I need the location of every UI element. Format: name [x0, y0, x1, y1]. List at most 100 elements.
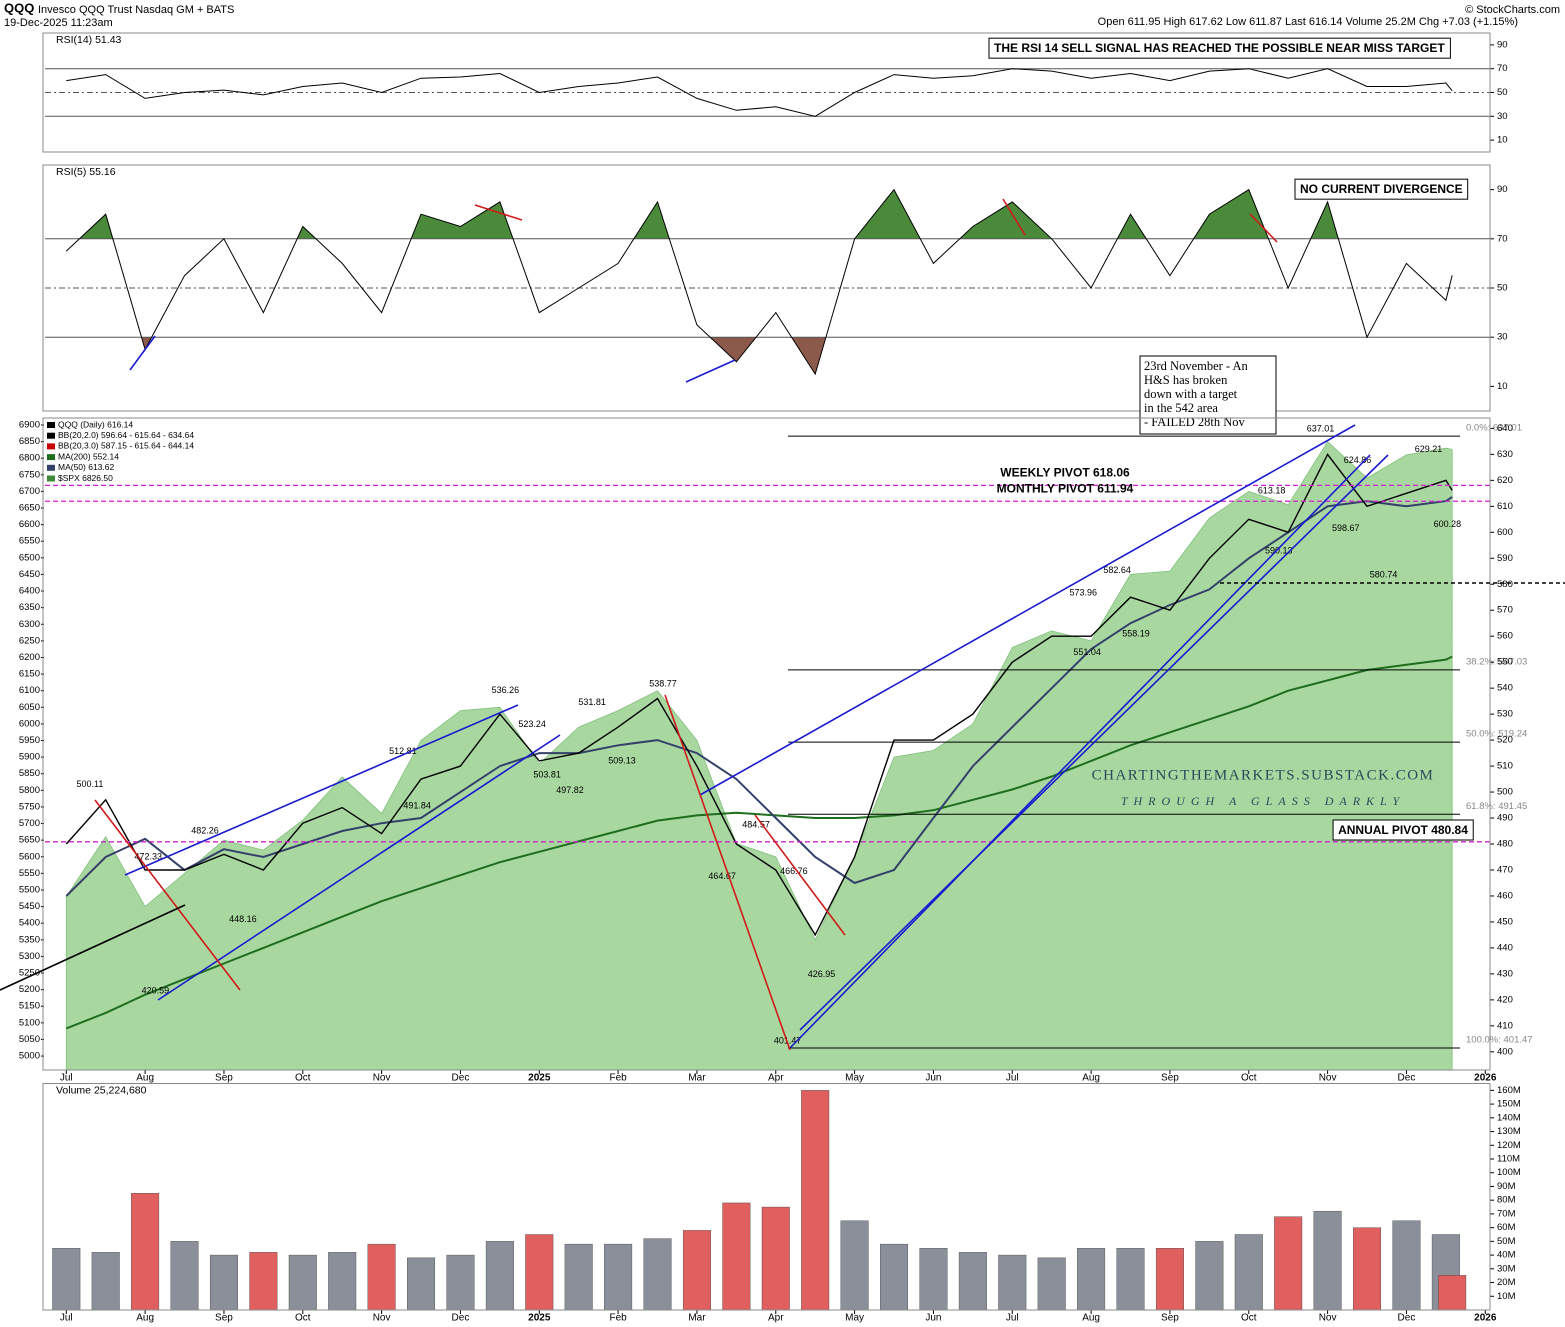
- legend-label: BB(20,2.0) 596.64 - 615.64 - 634.64: [58, 430, 194, 440]
- x-tick-label: Sep: [215, 1073, 233, 1084]
- x-tick-label: Aug: [136, 1073, 154, 1084]
- volume-bar: [1116, 1248, 1145, 1311]
- legend-label: MA(50) 613.62: [58, 462, 114, 472]
- y-tick-label: 30: [1497, 111, 1508, 122]
- price-label: 464.67: [708, 871, 736, 881]
- y-tick-label: 10M: [1497, 1291, 1516, 1302]
- y2-tick-label: 5350: [19, 934, 40, 945]
- annotation: THE RSI 14 SELL SIGNAL HAS REACHED THE P…: [994, 41, 1445, 55]
- legend-label: BB(20,3.0) 587.15 - 615.64 - 644.14: [58, 441, 194, 451]
- x-tick-label: Apr: [768, 1313, 784, 1324]
- price-label: 512.81: [389, 746, 417, 756]
- quote: Open 611.95 High 617.62 Low 611.87 Last …: [1098, 16, 1518, 28]
- y-tick-label: 410: [1497, 1020, 1513, 1031]
- volume-bar: [880, 1243, 909, 1311]
- price-label: 624.86: [1344, 455, 1372, 465]
- price-label: 509.13: [608, 756, 636, 766]
- x-tick-label: Dec: [1398, 1073, 1416, 1084]
- y-tick-label: 90: [1497, 39, 1508, 50]
- x-tick-label: Nov: [1319, 1073, 1337, 1084]
- x-tick-label: Mar: [688, 1313, 706, 1324]
- volume-bar: [1077, 1248, 1106, 1311]
- price-label: 600.28: [1434, 519, 1462, 529]
- x-tick-label: Apr: [768, 1073, 784, 1084]
- y-tick-label: 160M: [1497, 1085, 1521, 1096]
- note-line: down with a target: [1144, 387, 1238, 401]
- x-tick-label: Jul: [60, 1313, 73, 1324]
- volume-bar: [840, 1220, 869, 1311]
- y-tick-label: 480: [1497, 839, 1513, 850]
- volume-bar: [52, 1248, 81, 1311]
- volume-bar: [1234, 1234, 1263, 1311]
- y-tick-label: 80M: [1497, 1195, 1516, 1206]
- price-label: 613.18: [1258, 485, 1286, 495]
- y-tick-label: 550: [1497, 657, 1513, 668]
- trendlines: [0, 198, 1565, 1051]
- annotation: NO CURRENT DIVERGENCE: [1300, 182, 1463, 196]
- volume-bar: [446, 1254, 475, 1311]
- credit: © StockCharts.com: [1465, 4, 1560, 16]
- volume-bar: [1155, 1248, 1184, 1311]
- price-label: 558.19: [1122, 628, 1150, 638]
- symbol: QQQ: [4, 0, 34, 15]
- volume-bar: [643, 1238, 672, 1311]
- y2-tick-label: 5900: [19, 752, 40, 763]
- trendline: [129, 335, 156, 371]
- price-label: 573.96: [1069, 587, 1097, 597]
- y-tick-label: 70: [1497, 233, 1508, 244]
- y-tick-label: 10: [1497, 135, 1508, 146]
- y-tick-label: 580: [1497, 579, 1513, 590]
- x-tick-label: 2026: [1474, 1073, 1497, 1084]
- y2-tick-label: 6050: [19, 702, 40, 713]
- price-label: 582.64: [1103, 565, 1131, 575]
- y2-tick-label: 6500: [19, 552, 40, 563]
- annotation-box: [1294, 178, 1469, 200]
- y-tick-label: 70: [1497, 63, 1508, 74]
- price-label: 590.13: [1265, 545, 1293, 555]
- date: 19-Dec-2025 11:23am: [4, 17, 113, 29]
- y-tick-label: 500: [1497, 787, 1513, 798]
- legend-label: QQQ (Daily) 616.14: [58, 419, 133, 429]
- price-line: [65, 453, 1453, 937]
- rsi-line: [65, 188, 1453, 376]
- y2-tick-label: 5300: [19, 951, 40, 962]
- x-tick-label: Dec: [1398, 1313, 1416, 1324]
- y-tick-label: 20M: [1497, 1277, 1516, 1288]
- y2-tick-label: 5650: [19, 835, 40, 846]
- trendline: [699, 424, 1356, 796]
- y-tick-label: 530: [1497, 709, 1513, 720]
- price-label: 580.74: [1370, 570, 1398, 580]
- y2-tick-label: 6650: [19, 503, 40, 514]
- y2-tick-label: 6250: [19, 635, 40, 646]
- y-tick-label: 470: [1497, 864, 1513, 875]
- y-tick-label: 560: [1497, 631, 1513, 642]
- price-label: 523.24: [518, 719, 546, 729]
- price-label: 482.26: [191, 826, 219, 836]
- y2-tick-label: 6150: [19, 669, 40, 680]
- pivot-box: [1332, 819, 1474, 841]
- y-tick-label: 70M: [1497, 1208, 1516, 1219]
- legend-swatch: [47, 454, 55, 461]
- y2-tick-label: 5150: [19, 1001, 40, 1012]
- watermark: CHARTINGTHEMARKETS.SUBSTACK.COM: [1092, 767, 1435, 783]
- x-tick-label: May: [845, 1313, 864, 1324]
- y-tick-label: 430: [1497, 968, 1513, 979]
- volume-bar: [485, 1241, 514, 1311]
- fib-label: 38.2%: 547.03: [1466, 656, 1527, 667]
- x-tick-label: Aug: [1082, 1073, 1100, 1084]
- y-tick-label: 460: [1497, 890, 1513, 901]
- y-tick-label: 540: [1497, 683, 1513, 694]
- x-tick-label: Sep: [1161, 1073, 1179, 1084]
- y2-tick-label: 5800: [19, 785, 40, 796]
- panel-border: [42, 164, 1491, 412]
- volume-bar: [328, 1252, 357, 1311]
- x-tick-label: Mar: [688, 1073, 706, 1084]
- volume-bar: [1274, 1216, 1303, 1311]
- y2-tick-label: 6450: [19, 569, 40, 580]
- panel-title: RSI(14) 51.43: [56, 34, 122, 46]
- volume-bar: [131, 1193, 160, 1311]
- y-tick-label: 30M: [1497, 1263, 1516, 1274]
- price-label: 426.95: [808, 969, 836, 979]
- x-tick-label: Jul: [60, 1073, 73, 1084]
- y2-tick-label: 6400: [19, 586, 40, 597]
